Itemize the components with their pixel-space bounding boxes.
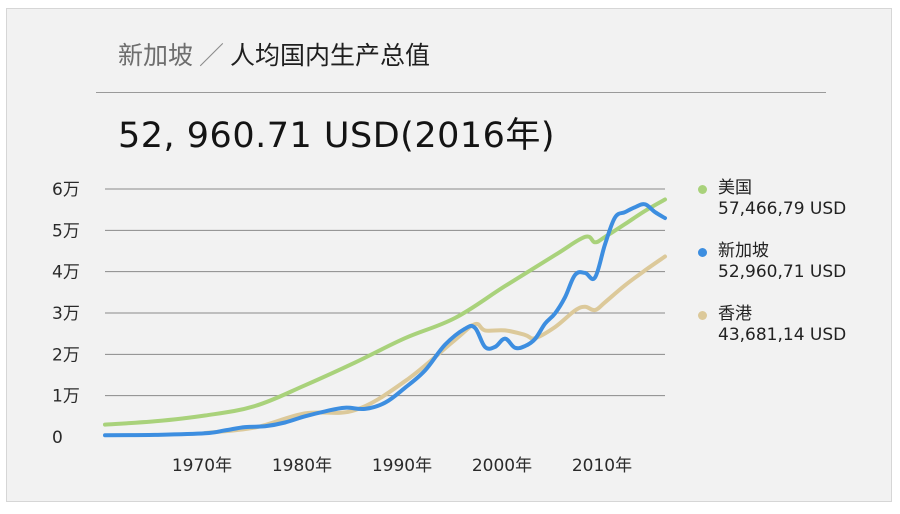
x-tick-label: 1990年 — [372, 456, 432, 476]
legend-value-hongkong: 43,681,14 USD — [718, 325, 847, 345]
legend-dot-hongkong — [698, 311, 707, 320]
series-line-singapore — [103, 202, 667, 438]
series-line-hongkong — [203, 254, 667, 435]
series-lines — [103, 197, 667, 438]
legend-name-usa: 美国 — [718, 178, 752, 198]
legend-value-singapore: 52,960,71 USD — [718, 262, 847, 282]
legend-item-usa: 美国 57,466,79 USD — [698, 178, 888, 220]
legend-item-singapore: 新加坡 52,960,71 USD — [698, 241, 888, 283]
legend-dot-singapore — [698, 248, 707, 257]
y-axis-labels: 0 1万 2万 3万 4万 5万 6万 — [52, 180, 80, 448]
heading-divider — [96, 92, 826, 93]
y-tick-label: 6万 — [52, 180, 80, 200]
legend: 美国 57,466,79 USD 新加坡 52,960,71 USD 香港 43… — [698, 178, 888, 367]
heading-separator: ／ — [199, 41, 225, 70]
y-tick-label: 5万 — [52, 221, 80, 241]
y-tick-label: 2万 — [52, 345, 80, 365]
x-tick-label: 1980年 — [272, 456, 332, 476]
x-tick-label: 2010年 — [572, 456, 632, 476]
x-tick-label: 2000年 — [472, 456, 532, 476]
heading-metric: 人均国内生产总值 — [230, 41, 431, 70]
headline-value: 52, 960.71 USD(2016年) — [118, 116, 556, 156]
y-tick-label: 1万 — [52, 387, 80, 407]
x-tick-label: 1970年 — [172, 456, 232, 476]
legend-name-singapore: 新加坡 — [718, 241, 769, 261]
legend-item-hongkong: 香港 43,681,14 USD — [698, 304, 888, 346]
legend-name-hongkong: 香港 — [718, 304, 752, 324]
y-tick-label: 0 — [52, 428, 63, 448]
legend-value-usa: 57,466,79 USD — [718, 199, 847, 219]
y-tick-label: 3万 — [52, 304, 80, 324]
y-tick-label: 4万 — [52, 263, 80, 283]
grid-lines — [105, 188, 665, 397]
series-line-usa — [103, 197, 667, 427]
legend-dot-usa — [698, 185, 707, 194]
chart-heading: 新加坡／人均国内生产总值 — [118, 36, 430, 72]
heading-country: 新加坡 — [118, 41, 194, 70]
x-axis-labels: 1970年 1980年 1990年 2000年 2010年 — [172, 456, 632, 476]
